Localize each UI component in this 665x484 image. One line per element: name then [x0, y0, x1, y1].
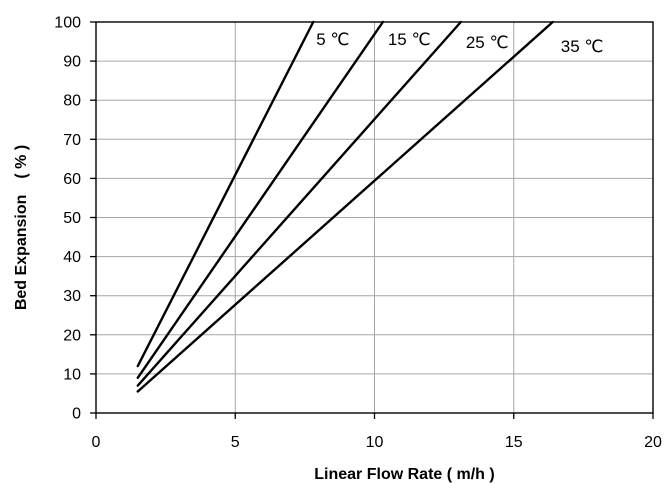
y-tick-label: 60	[63, 171, 81, 188]
y-axis-title: Bed Expansion( % )	[13, 145, 30, 310]
x-tick-label: 5	[231, 434, 240, 451]
y-tick-label: 100	[54, 15, 81, 32]
y-tick-label: 30	[63, 288, 81, 305]
x-tick-label: 20	[644, 434, 662, 451]
series-line	[136, 20, 385, 380]
y-tick-label: 20	[63, 327, 81, 344]
x-tick-label: 15	[505, 434, 523, 451]
y-tick-label: 0	[72, 406, 81, 423]
series-line	[136, 20, 554, 393]
y-tick-label: 50	[63, 210, 81, 227]
x-tick-label: 10	[366, 434, 384, 451]
series-line	[136, 20, 315, 368]
series-labels: 5 ℃ 15 ℃ 25 ℃ 35 ℃	[316, 30, 603, 56]
y-tick-label: 10	[63, 366, 81, 383]
axes: 0 10 20 30 40 50 60 70 80 90 100 0 5 10 15 20	[54, 15, 662, 452]
x-tick-label: 0	[92, 434, 101, 451]
series-label: 5 ℃	[316, 30, 349, 49]
series-label: 35 ℃	[561, 37, 604, 56]
y-tick-label: 90	[63, 54, 81, 71]
series-label: 25 ℃	[466, 33, 509, 52]
plot-frame	[95, 21, 654, 414]
x-axis-title: Linear Flow Rate ( m/h )	[314, 466, 494, 483]
series-lines	[136, 20, 554, 393]
series-line	[136, 20, 463, 387]
series-label: 15 ℃	[388, 30, 431, 49]
y-tick-label: 70	[63, 132, 81, 149]
y-tick-label: 40	[63, 249, 81, 266]
y-tick-label: 80	[63, 93, 81, 110]
